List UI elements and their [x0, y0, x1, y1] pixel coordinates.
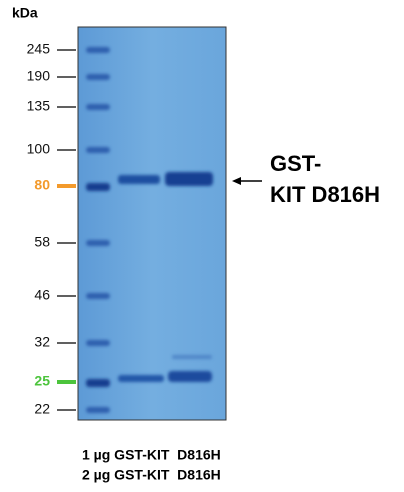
marker-label: 190 — [27, 68, 51, 84]
ladder-band — [86, 104, 110, 110]
annotation: GST- — [270, 151, 321, 176]
marker-label: 22 — [34, 401, 50, 417]
ladder-band — [86, 74, 110, 80]
marker-label: 135 — [27, 98, 51, 114]
ladder-band — [86, 293, 110, 299]
band — [118, 175, 160, 184]
annotation: KIT D816H — [270, 182, 380, 207]
band — [172, 355, 212, 359]
marker-label: 32 — [34, 334, 50, 350]
marker-label: 25 — [34, 373, 50, 389]
ladder-band — [86, 407, 110, 413]
band — [168, 371, 212, 382]
ladder-band — [86, 47, 110, 53]
ladder-band — [86, 379, 110, 387]
ladder-band — [86, 340, 110, 346]
band — [165, 172, 213, 186]
band — [118, 375, 164, 382]
gel-figure: kDa 245 190 135 100 80 58 46 32 25 22 GST- KIT D8… — [0, 0, 404, 492]
ladder-band — [86, 147, 110, 153]
lane-label: 1 µg GST-KIT D816H — [82, 447, 221, 463]
lane-label: 2 µg GST-KIT D816H — [82, 467, 221, 483]
gel — [78, 27, 226, 420]
unit-label: kDa — [12, 5, 38, 21]
ladder-band — [86, 183, 110, 191]
ladder-band — [86, 240, 110, 246]
marker-label: 46 — [34, 287, 50, 303]
marker-label: 245 — [27, 41, 51, 57]
arrow-head — [232, 177, 241, 185]
marker-label: 80 — [34, 177, 50, 193]
marker-label: 100 — [27, 141, 51, 157]
marker-label: 58 — [34, 234, 50, 250]
